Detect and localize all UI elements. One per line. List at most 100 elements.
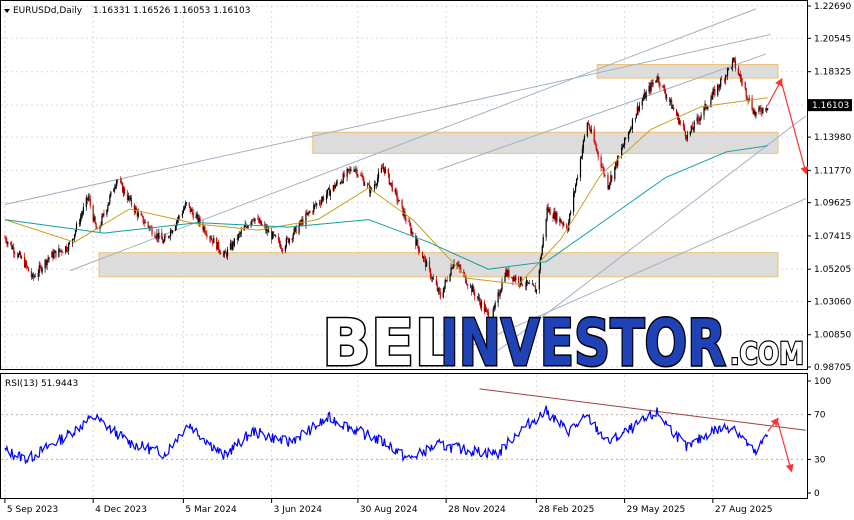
candle-body <box>594 142 596 145</box>
candle-body <box>431 277 434 279</box>
forecast-arrows <box>767 77 809 175</box>
candle-body <box>429 268 432 278</box>
candle-body <box>401 199 403 206</box>
candle-body <box>371 188 373 190</box>
candle-body <box>326 189 329 195</box>
candle-body <box>593 129 595 143</box>
candle-body <box>698 119 700 121</box>
candle-body <box>309 211 311 213</box>
candle-body <box>622 147 624 148</box>
candle-body <box>370 188 372 194</box>
candle-body <box>608 185 610 189</box>
candle-body <box>419 251 421 253</box>
y-tick-label: 0.98705 <box>814 363 851 373</box>
candle-body <box>73 234 76 239</box>
candle-body <box>11 243 13 249</box>
candle-body <box>20 256 23 258</box>
candle-body <box>281 248 284 252</box>
candle-body <box>197 214 199 223</box>
candle-body <box>556 212 558 223</box>
candle-body <box>663 85 665 88</box>
candle-body <box>752 109 754 114</box>
candle-body <box>641 100 643 106</box>
candle-body <box>703 107 705 116</box>
candle-body <box>376 178 379 185</box>
candle-body <box>247 225 249 228</box>
current-price-marker: 1.16103 <box>808 99 852 112</box>
candle-body <box>226 249 229 257</box>
candle-body <box>645 92 647 99</box>
candle-body <box>713 89 715 92</box>
candle-body <box>32 274 34 278</box>
candle-body <box>103 213 105 215</box>
rsi-y-tick-label: 100 <box>814 377 831 387</box>
candle-body <box>148 226 150 229</box>
candle-body <box>55 250 57 257</box>
candle-body <box>110 191 112 196</box>
candle-body <box>253 219 255 222</box>
y-tick-label: 1.00850 <box>814 331 851 341</box>
candle-body <box>476 296 479 299</box>
candle-body <box>46 260 48 266</box>
candle-body <box>682 122 685 127</box>
candle-body <box>470 285 472 287</box>
candle-body <box>686 134 688 140</box>
candle-body <box>121 183 124 193</box>
candle-body <box>332 185 334 191</box>
candle-body <box>135 207 137 211</box>
candle-body <box>99 225 101 229</box>
candle-body <box>175 221 178 227</box>
candle-body <box>582 140 585 149</box>
candle-body <box>261 224 263 226</box>
candle-body <box>740 78 742 83</box>
candle-body <box>182 209 184 214</box>
candle-body <box>631 119 634 129</box>
candle-body <box>607 175 609 189</box>
candle-body <box>394 189 396 192</box>
candle-body <box>445 280 447 281</box>
candle-body <box>382 167 384 169</box>
candle-body <box>595 144 597 150</box>
candle-body <box>634 118 636 120</box>
candle-body <box>260 219 262 225</box>
candle-body <box>113 189 115 192</box>
candle-body <box>514 277 516 281</box>
y-tick-label: 1.07415 <box>814 232 851 242</box>
x-tick-label: 29 May 2025 <box>627 505 686 515</box>
candle-body <box>288 238 290 243</box>
candle-body <box>683 126 686 132</box>
candle-body <box>739 74 741 79</box>
candle-body <box>240 230 242 234</box>
candle-body <box>402 205 404 216</box>
candle-body <box>732 57 735 61</box>
candle-body <box>74 230 77 235</box>
candle-body <box>507 270 509 276</box>
candle-body <box>415 235 417 246</box>
candle-body <box>212 239 214 244</box>
candle-body <box>230 243 233 250</box>
candle-body <box>355 169 357 171</box>
candle-body <box>753 110 755 114</box>
ma-slow-line <box>4 145 768 270</box>
candle-body <box>357 174 359 176</box>
candle-body <box>388 173 390 185</box>
rsi-series <box>4 405 769 464</box>
candle-body <box>60 250 62 252</box>
candle-body <box>761 111 763 114</box>
candle-body <box>721 79 723 81</box>
candle-body <box>486 309 488 312</box>
candle-body <box>12 247 14 249</box>
candle-body <box>581 148 584 157</box>
candle-body <box>657 77 659 80</box>
candle-body <box>305 213 307 225</box>
candle-body <box>238 233 240 235</box>
candle-body <box>483 301 485 312</box>
candle-body <box>30 271 32 278</box>
watermark-com: .COM <box>730 337 804 372</box>
candle-body <box>675 109 678 116</box>
candle-body <box>183 207 185 210</box>
candle-body <box>629 128 632 132</box>
candle-body <box>51 251 53 258</box>
candle-body <box>95 223 97 229</box>
chevron-down-icon[interactable] <box>4 9 10 13</box>
